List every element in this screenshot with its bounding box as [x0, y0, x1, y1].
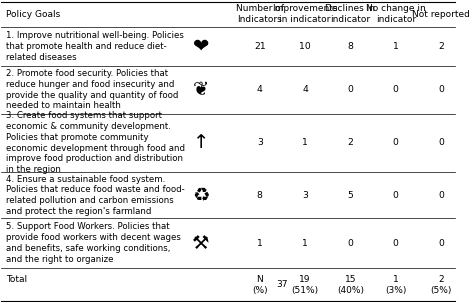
Text: 1: 1	[393, 42, 399, 51]
Text: 10: 10	[299, 42, 311, 51]
Text: 2. Promote food security. Policies that
reduce hunger and food insecurity and
pr: 2. Promote food security. Policies that …	[6, 69, 178, 111]
Text: 19: 19	[300, 275, 311, 284]
Text: 4: 4	[302, 85, 308, 94]
Text: 0: 0	[347, 85, 354, 94]
Text: 2: 2	[347, 138, 354, 147]
Text: (%): (%)	[252, 286, 268, 295]
Text: 5: 5	[347, 191, 353, 200]
Text: 0: 0	[438, 239, 444, 248]
Text: 0: 0	[393, 191, 399, 200]
Text: 1: 1	[302, 138, 308, 147]
Text: Total: Total	[6, 275, 27, 284]
Text: 21: 21	[254, 42, 265, 51]
Text: 1: 1	[257, 239, 263, 248]
Text: Improvements
in indicator: Improvements in indicator	[273, 4, 338, 24]
Text: (5%): (5%)	[430, 286, 452, 295]
Text: Declines in
indicator: Declines in indicator	[326, 4, 375, 24]
Text: (3%): (3%)	[385, 286, 406, 295]
Text: 37: 37	[277, 280, 288, 289]
Text: ⚒: ⚒	[192, 233, 210, 252]
Text: 3: 3	[302, 191, 308, 200]
Text: ❤: ❤	[192, 37, 209, 56]
Text: 0: 0	[393, 239, 399, 248]
Text: Policy Goals: Policy Goals	[6, 10, 60, 19]
Text: 2: 2	[438, 275, 444, 284]
Text: 1: 1	[393, 275, 399, 284]
Text: 1. Improve nutritional well-being. Policies
that promote health and reduce diet-: 1. Improve nutritional well-being. Polic…	[6, 31, 184, 62]
Text: 1: 1	[302, 239, 308, 248]
Text: 0: 0	[438, 138, 444, 147]
Text: Number of
Indicators: Number of Indicators	[236, 4, 284, 24]
Text: 15: 15	[345, 275, 356, 284]
Text: ♻: ♻	[192, 186, 210, 205]
Text: 5. Support Food Workers. Policies that
provide food workers with decent wages
an: 5. Support Food Workers. Policies that p…	[6, 222, 181, 264]
Text: 8: 8	[347, 42, 354, 51]
Text: 0: 0	[438, 191, 444, 200]
Text: 4. Ensure a sustainable food system.
Policies that reduce food waste and food-
r: 4. Ensure a sustainable food system. Pol…	[6, 175, 185, 216]
Text: (51%): (51%)	[292, 286, 319, 295]
Text: 3: 3	[257, 138, 263, 147]
Text: ↑: ↑	[192, 133, 209, 153]
Text: 0: 0	[347, 239, 354, 248]
Text: ❦: ❦	[192, 80, 209, 99]
Text: N: N	[256, 275, 263, 284]
Text: 0: 0	[393, 138, 399, 147]
Text: 0: 0	[393, 85, 399, 94]
Text: (40%): (40%)	[337, 286, 364, 295]
Text: 3. Create food systems that support
economic & community development.
Policies t: 3. Create food systems that support econ…	[6, 111, 185, 174]
Text: 8: 8	[257, 191, 263, 200]
Text: No change in
indicator: No change in indicator	[366, 4, 426, 24]
Text: 2: 2	[438, 42, 444, 51]
Text: 0: 0	[438, 85, 444, 94]
Text: Not reported: Not reported	[412, 10, 470, 19]
Text: 4: 4	[257, 85, 263, 94]
